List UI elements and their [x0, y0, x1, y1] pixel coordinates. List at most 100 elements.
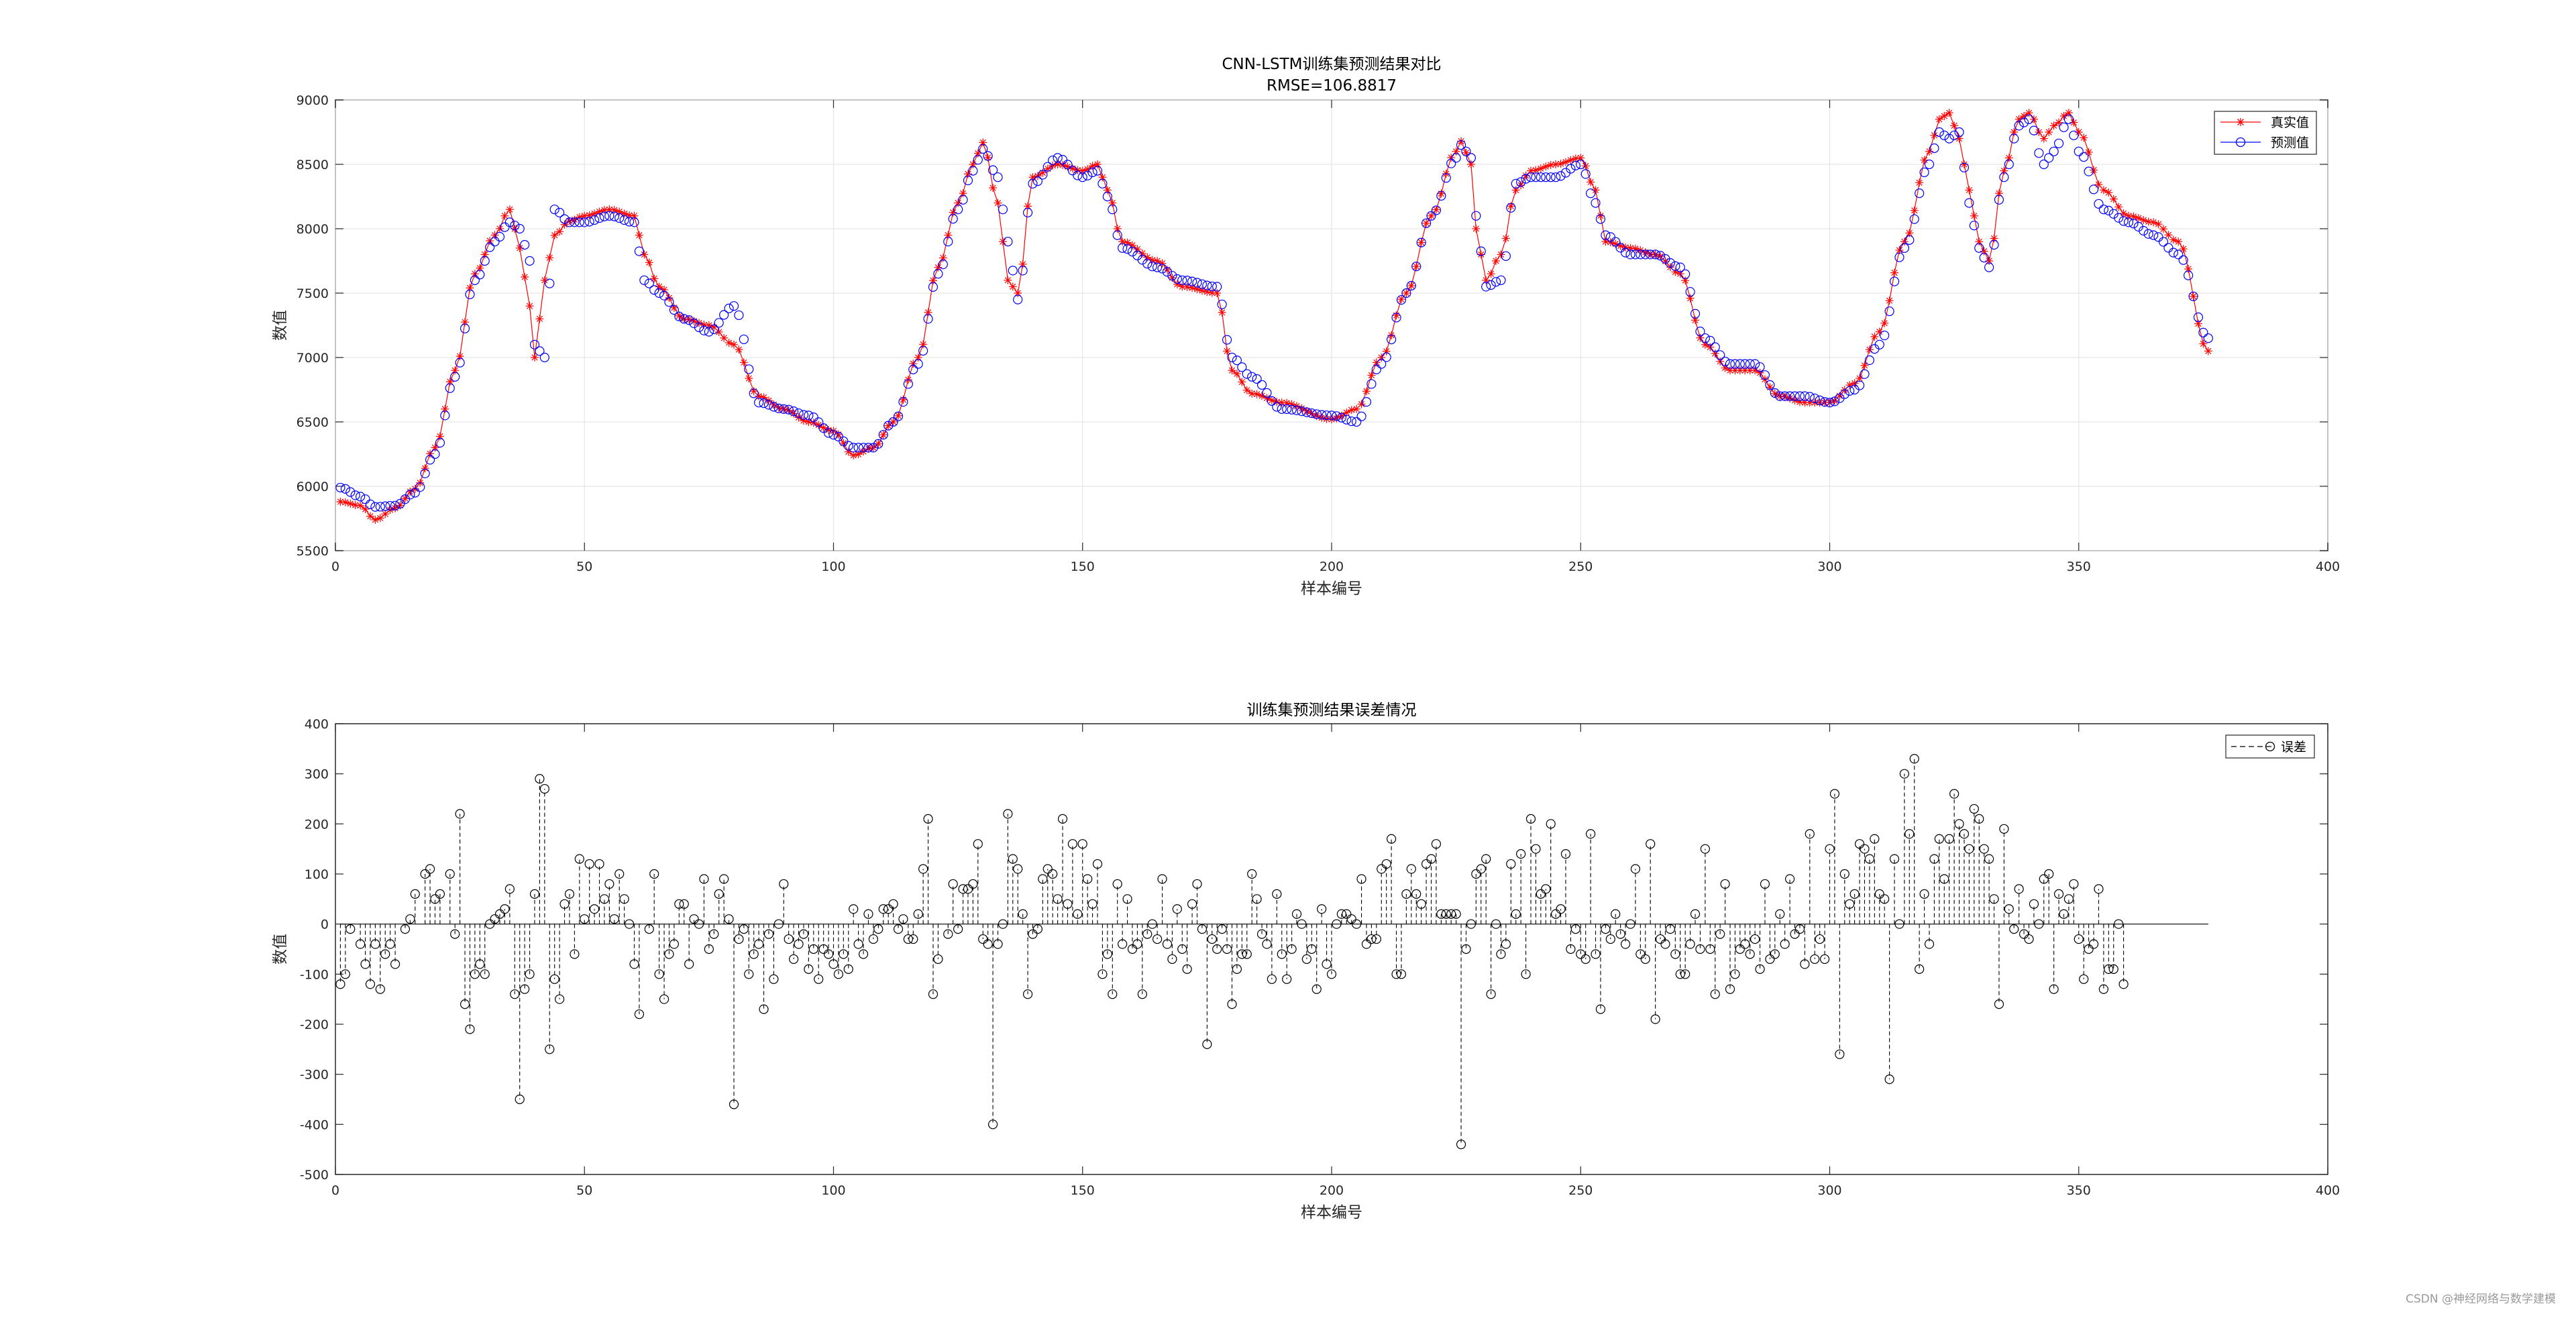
- error-point: [1860, 844, 1870, 854]
- error-point: [589, 904, 600, 914]
- point-predicted: [1381, 352, 1391, 362]
- point-actual: [874, 439, 883, 448]
- point-actual: [570, 215, 579, 224]
- point-predicted: [1387, 335, 1397, 345]
- point-actual: [1591, 186, 1600, 195]
- point-actual: [1656, 252, 1665, 261]
- point-predicted: [589, 215, 600, 225]
- error-point: [1611, 909, 1621, 919]
- point-predicted: [1466, 153, 1476, 163]
- point-actual: [1930, 131, 1939, 140]
- error-point: [1884, 1075, 1894, 1085]
- error-point: [794, 939, 804, 949]
- error-point: [1077, 839, 1087, 849]
- error-point: [1595, 1004, 1606, 1014]
- error-point: [1491, 919, 1501, 929]
- error-point: [1461, 944, 1471, 954]
- point-predicted: [684, 315, 694, 325]
- point-predicted: [654, 288, 664, 298]
- error-point: [1954, 819, 1964, 829]
- point-predicted: [1819, 397, 1830, 407]
- point-predicted: [1680, 269, 1690, 279]
- legend: 误差: [2225, 734, 2315, 759]
- point-predicted: [1889, 276, 1900, 286]
- point-predicted: [773, 403, 784, 413]
- point-actual: [480, 250, 489, 259]
- point-predicted: [1810, 393, 1820, 404]
- point-actual: [1133, 245, 1142, 254]
- point-actual: [1706, 343, 1715, 351]
- point-predicted: [2069, 130, 2079, 140]
- point-actual: [1850, 379, 1859, 388]
- point-predicted: [1207, 281, 1217, 292]
- point-predicted: [1695, 327, 1705, 337]
- point-actual: [938, 254, 947, 262]
- point-predicted: [1042, 162, 1053, 172]
- point-predicted: [2014, 121, 2024, 131]
- point-predicted: [2118, 216, 2129, 226]
- point-predicted: [987, 165, 998, 175]
- point-actual: [924, 308, 932, 317]
- point-predicted: [599, 211, 610, 221]
- point-predicted: [1740, 359, 1750, 369]
- point-predicted: [2104, 205, 2114, 216]
- error-point: [1102, 949, 1112, 959]
- point-actual: [1397, 295, 1405, 304]
- point-predicted: [1152, 262, 1163, 272]
- error-point: [1740, 939, 1750, 949]
- y-tick-label: 8500: [297, 158, 329, 172]
- point-predicted: [380, 501, 390, 511]
- point-predicted: [1252, 374, 1262, 384]
- error-point: [669, 939, 680, 949]
- point-predicted: [1352, 417, 1362, 427]
- point-actual: [1208, 288, 1216, 297]
- error-point: [769, 974, 779, 984]
- error-point: [1835, 1049, 1845, 1059]
- error-point: [963, 884, 973, 894]
- point-actual: [2010, 128, 2019, 136]
- point-actual: [949, 208, 957, 217]
- point-predicted: [1471, 211, 1481, 221]
- point-predicted: [1675, 262, 1685, 272]
- error-point: [1032, 924, 1043, 934]
- point-predicted: [460, 323, 470, 333]
- error-point: [1476, 864, 1486, 874]
- error-point: [1307, 944, 1317, 954]
- error-point: [1710, 989, 1720, 999]
- error-point: [2104, 964, 2114, 974]
- point-actual: [1885, 296, 1894, 305]
- point-predicted: [2029, 125, 2039, 135]
- point-actual: [894, 411, 903, 420]
- point-predicted: [1137, 255, 1147, 265]
- error-point: [1212, 944, 1222, 954]
- point-actual: [1581, 162, 1590, 170]
- error-point: [1406, 864, 1416, 874]
- error-point: [1202, 1039, 1212, 1049]
- error-point: [2029, 899, 2039, 909]
- point-actual: [545, 254, 554, 262]
- error-point: [1944, 834, 1954, 844]
- error-chart: 0 50 100 150 200 250 300 350 400 -500 -400 -300 -200…: [272, 702, 2340, 1221]
- error-point: [684, 959, 694, 969]
- point-actual: [2000, 166, 2008, 175]
- error-point: [1775, 909, 1785, 919]
- point-predicted: [2063, 114, 2074, 124]
- error-point: [973, 839, 983, 849]
- point-predicted: [1431, 205, 1442, 215]
- error-point: [1615, 929, 1625, 939]
- point-predicted: [580, 217, 590, 227]
- error-point: [430, 894, 440, 904]
- error-point: [1560, 849, 1571, 859]
- point-actual: [959, 189, 967, 198]
- point-predicted: [570, 217, 580, 227]
- point-predicted: [1486, 280, 1496, 290]
- point-actual: [351, 500, 360, 509]
- error-point: [1915, 964, 1925, 974]
- point-predicted: [1336, 413, 1346, 423]
- point-predicted: [1924, 159, 1935, 170]
- point-predicted: [1670, 261, 1680, 271]
- point-predicted: [2074, 146, 2084, 156]
- point-predicted: [2129, 219, 2139, 229]
- point-actual: [2204, 347, 2212, 355]
- error-point: [1471, 869, 1481, 879]
